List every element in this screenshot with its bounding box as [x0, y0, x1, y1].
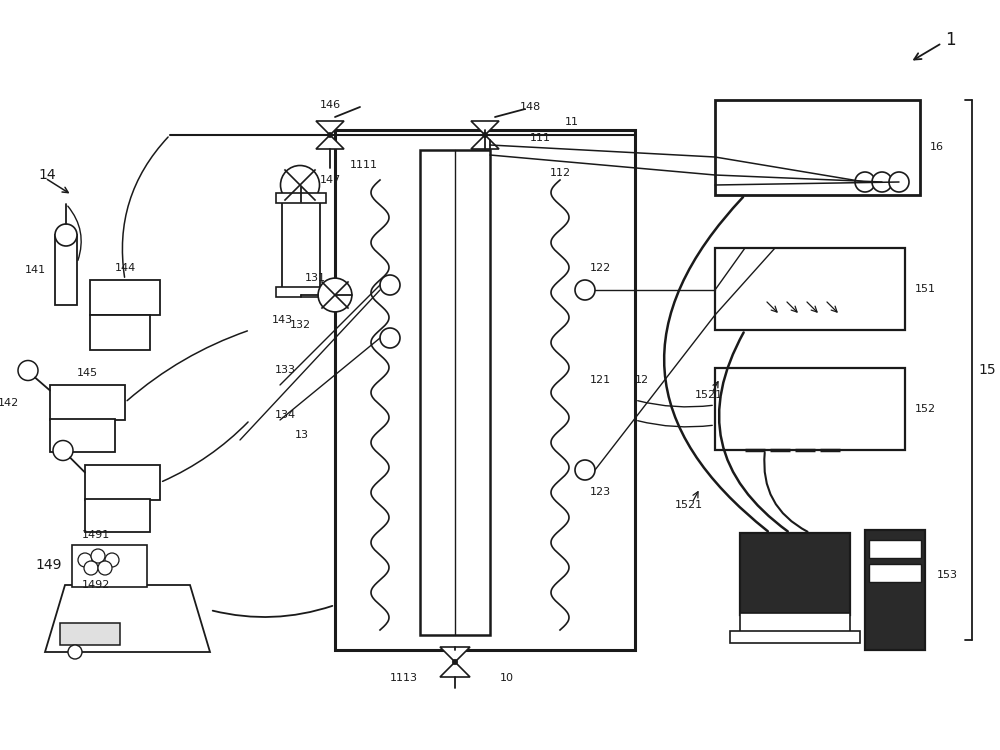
Circle shape: [91, 549, 105, 563]
Bar: [715, 248, 905, 330]
Text: 153: 153: [937, 570, 958, 580]
Text: 143: 143: [272, 315, 293, 325]
Bar: [55, 235, 77, 305]
Text: 112: 112: [550, 168, 571, 178]
Circle shape: [380, 275, 400, 295]
Bar: [740, 533, 850, 615]
Text: 1: 1: [945, 31, 956, 49]
Text: 11: 11: [565, 117, 579, 127]
Bar: [90, 280, 160, 315]
Bar: [865, 530, 925, 650]
Text: 16: 16: [930, 142, 944, 152]
Text: 12: 12: [635, 375, 649, 385]
Text: 134: 134: [275, 410, 296, 420]
Circle shape: [575, 280, 595, 300]
Circle shape: [105, 553, 119, 567]
Text: 133: 133: [275, 365, 296, 375]
Text: 1113: 1113: [390, 673, 418, 683]
Text: 14: 14: [38, 168, 56, 182]
Bar: [869, 540, 921, 558]
Text: 151: 151: [915, 284, 936, 294]
Bar: [740, 613, 850, 633]
Circle shape: [380, 328, 400, 348]
Bar: [276, 193, 326, 203]
Bar: [85, 465, 160, 500]
Text: 1521: 1521: [695, 390, 723, 400]
Text: 15: 15: [978, 363, 996, 377]
Polygon shape: [316, 121, 344, 135]
Bar: [715, 100, 920, 195]
Circle shape: [452, 659, 458, 664]
Text: 123: 123: [590, 487, 611, 497]
Polygon shape: [45, 585, 210, 652]
Circle shape: [280, 166, 320, 205]
Bar: [869, 564, 921, 582]
Polygon shape: [471, 135, 499, 149]
Text: 122: 122: [590, 263, 611, 273]
Text: 147: 147: [320, 175, 341, 185]
Text: 148: 148: [520, 102, 541, 112]
Circle shape: [55, 224, 77, 246]
Bar: [420, 150, 490, 635]
Circle shape: [872, 172, 892, 192]
Circle shape: [53, 440, 73, 460]
Text: 10: 10: [500, 673, 514, 683]
Bar: [730, 631, 860, 643]
Bar: [90, 315, 150, 350]
Text: 1521: 1521: [675, 500, 703, 510]
Circle shape: [84, 561, 98, 575]
Bar: [276, 287, 326, 297]
Circle shape: [855, 172, 875, 192]
Text: 131: 131: [305, 273, 326, 283]
Bar: [50, 419, 115, 452]
Text: 1492: 1492: [82, 580, 110, 590]
Polygon shape: [471, 121, 499, 135]
Text: 152: 152: [915, 404, 936, 414]
Circle shape: [327, 133, 333, 137]
Bar: [60, 623, 120, 645]
Text: 111: 111: [530, 133, 551, 143]
Circle shape: [78, 553, 92, 567]
Text: 132: 132: [290, 320, 311, 330]
Bar: [85, 499, 150, 532]
Text: 13: 13: [295, 430, 309, 440]
Bar: [72, 545, 147, 587]
Bar: [715, 368, 905, 450]
Text: 1111: 1111: [350, 160, 378, 170]
Circle shape: [18, 361, 38, 380]
Polygon shape: [316, 135, 344, 149]
Circle shape: [318, 278, 352, 312]
Text: 1491: 1491: [82, 530, 110, 540]
Circle shape: [482, 133, 488, 137]
Circle shape: [98, 561, 112, 575]
Circle shape: [68, 645, 82, 659]
Text: 142: 142: [0, 398, 19, 407]
Polygon shape: [440, 647, 470, 662]
Bar: [50, 385, 125, 420]
Text: 121: 121: [590, 375, 611, 385]
Text: 141: 141: [25, 265, 46, 275]
Text: 149: 149: [35, 558, 62, 572]
Text: 145: 145: [77, 368, 98, 378]
Text: 146: 146: [320, 100, 341, 110]
Circle shape: [889, 172, 909, 192]
Circle shape: [575, 460, 595, 480]
Bar: [335, 130, 635, 650]
Polygon shape: [440, 662, 470, 677]
Bar: [282, 195, 320, 295]
Text: 144: 144: [114, 263, 136, 273]
